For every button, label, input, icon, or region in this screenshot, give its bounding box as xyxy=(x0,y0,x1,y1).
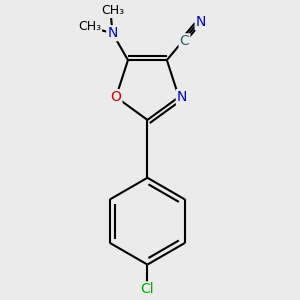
Text: C: C xyxy=(180,34,189,48)
Text: N: N xyxy=(107,26,118,40)
Text: O: O xyxy=(110,90,122,104)
Text: Cl: Cl xyxy=(141,282,154,296)
Text: N: N xyxy=(196,15,206,29)
Text: CH₃: CH₃ xyxy=(78,20,101,33)
Text: N: N xyxy=(177,90,187,104)
Text: CH₃: CH₃ xyxy=(101,4,124,17)
